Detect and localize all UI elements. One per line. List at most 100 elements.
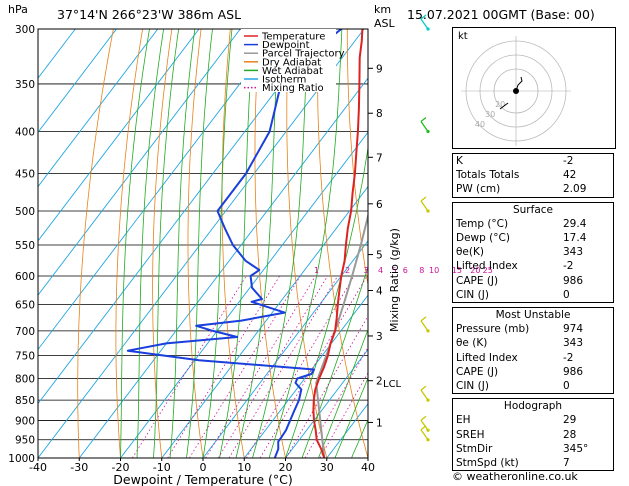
mixing-ratio-line bbox=[285, 315, 368, 458]
row-label: θe (K) bbox=[456, 337, 488, 350]
row-value: 42 bbox=[563, 169, 577, 182]
hpa-label: hPa bbox=[8, 3, 28, 16]
indices-panel: K -2 Totals Totals 42 PW (cm) 2.09 Surface Te… bbox=[452, 153, 614, 475]
row-label: SREH bbox=[456, 428, 485, 441]
dry-adiabat-line bbox=[115, 29, 143, 458]
wet-adiabat-line bbox=[318, 328, 368, 458]
parcel-trajectory-line bbox=[315, 212, 368, 458]
table-row: EH 29 bbox=[453, 413, 613, 427]
pressure-tick-label: 350 bbox=[15, 79, 35, 91]
row-value: 343 bbox=[563, 246, 584, 259]
dry-adiabat-line bbox=[317, 29, 368, 458]
wind-barb bbox=[420, 14, 429, 30]
x-tick-label: -10 bbox=[153, 461, 171, 474]
wet-adiabat-line bbox=[136, 29, 164, 458]
wind-barb bbox=[420, 196, 429, 212]
isotherm-line bbox=[285, 348, 368, 458]
wind-barb bbox=[420, 425, 429, 441]
row-value: -2 bbox=[563, 260, 574, 273]
pressure-tick-label: 400 bbox=[15, 127, 35, 139]
wind-barb-dot bbox=[426, 398, 430, 402]
table-row: Dewp (°C) 17.4 bbox=[453, 231, 613, 245]
row-value: 974 bbox=[563, 323, 584, 336]
wind-barb-dot bbox=[426, 209, 430, 213]
table-row: θe (K) 343 bbox=[453, 336, 613, 350]
legend-entry-label: Wet Adiabat bbox=[262, 66, 323, 77]
wet-adiabat-line bbox=[120, 29, 150, 458]
pressure-tick-label: 450 bbox=[15, 168, 35, 180]
dewpoint-line bbox=[126, 29, 343, 458]
surface-title: Surface bbox=[512, 203, 553, 216]
km-tick-label: 1 bbox=[376, 417, 383, 429]
mixing-ratio-label: 4 bbox=[378, 266, 383, 275]
legend-entry-label: Mixing Ratio bbox=[262, 83, 324, 94]
legend-entry-label: Dewpoint bbox=[262, 40, 310, 51]
row-value: 345° bbox=[563, 442, 589, 455]
x-tick-label: -30 bbox=[70, 461, 88, 474]
table-row: SREH 28 bbox=[453, 428, 613, 442]
hodograph-ring-label: 30 bbox=[485, 110, 495, 119]
pressure-tick-label: 550 bbox=[15, 240, 35, 252]
mixing-ratio-label: 1 bbox=[314, 266, 319, 275]
pressure-tick-label: 900 bbox=[15, 415, 35, 427]
row-label: PW (cm) bbox=[456, 183, 501, 196]
km-tick-label: 9 bbox=[376, 63, 383, 75]
pressure-tick-label: 600 bbox=[15, 271, 35, 283]
hodograph-table-title: Hodograph bbox=[503, 400, 563, 413]
pressure-tick-label: 1000 bbox=[8, 453, 35, 465]
wind-barb bbox=[420, 415, 429, 431]
x-tick-label: 20 bbox=[279, 461, 293, 474]
row-label: K bbox=[456, 155, 463, 167]
table-row: Totals Totals 42 bbox=[453, 168, 613, 182]
wet-adiabat-line bbox=[334, 376, 368, 458]
km-tick-label: 7 bbox=[376, 152, 383, 164]
table-row: Temp (°C) 29.4 bbox=[453, 217, 613, 231]
hodograph-ring-label: 40 bbox=[475, 120, 485, 129]
pressure-tick-label: 500 bbox=[15, 206, 35, 218]
mixing-ratio-label: 5 bbox=[392, 266, 397, 275]
chart-grid bbox=[38, 29, 368, 458]
x-tick-label: -20 bbox=[112, 461, 130, 474]
x-tick-label: 30 bbox=[320, 461, 334, 474]
km-tick-label: 4 bbox=[376, 286, 383, 298]
dry-adiabat-line bbox=[346, 29, 368, 288]
x-axis-title: Dewpoint / Temperature (°C) bbox=[113, 472, 292, 486]
mixing-ratio-label: 25 bbox=[483, 266, 493, 275]
table-row: StmDir 345° bbox=[453, 442, 613, 456]
row-label: StmDir bbox=[456, 442, 493, 455]
hodograph-kt-label: kt bbox=[458, 31, 468, 42]
wind-barb-dot bbox=[426, 438, 430, 442]
wind-barb bbox=[420, 385, 429, 401]
chart-axes: 1 2 3 4 5 6 8 10 15 20 25-40 -30 -20 -10 0 10 20 30 403003… bbox=[8, 24, 493, 474]
table-row: CAPE (J) 986 bbox=[453, 365, 613, 379]
x-tick-label: 0 bbox=[200, 461, 207, 474]
table-row: PW (cm) 2.09 bbox=[453, 182, 613, 196]
row-value: 17.4 bbox=[563, 232, 587, 245]
asl-label: ASL bbox=[374, 17, 396, 30]
most-unstable-title: Most Unstable bbox=[495, 309, 571, 322]
row-value: 2.09 bbox=[563, 183, 587, 196]
isotherm-line bbox=[161, 185, 368, 458]
km-tick-label: 8 bbox=[376, 108, 383, 120]
wet-adiabat-line bbox=[285, 145, 368, 458]
temperature-line bbox=[312, 29, 364, 458]
row-label: Pressure (mb) bbox=[456, 323, 530, 336]
mixing-ratio-label: 8 bbox=[419, 266, 424, 275]
row-value: 7 bbox=[563, 457, 570, 470]
wind-barb-dot bbox=[426, 27, 430, 31]
table-row: StmSpd (kt) 7 bbox=[453, 456, 613, 470]
pressure-tick-label: 650 bbox=[15, 300, 35, 312]
mixing-ratio-line bbox=[228, 275, 339, 458]
isotherm-line bbox=[38, 29, 365, 458]
row-value: -2 bbox=[563, 155, 574, 167]
legend-entry-label: Parcel Trajectory bbox=[262, 49, 345, 60]
pressure-tick-label: 700 bbox=[15, 326, 35, 338]
row-label: CIN (J) bbox=[456, 288, 489, 301]
copyright-text: © weatheronline.co.uk bbox=[452, 470, 578, 483]
row-value: 28 bbox=[563, 428, 577, 441]
wet-adiabat-line bbox=[235, 29, 280, 458]
row-label: Totals Totals bbox=[456, 169, 520, 182]
